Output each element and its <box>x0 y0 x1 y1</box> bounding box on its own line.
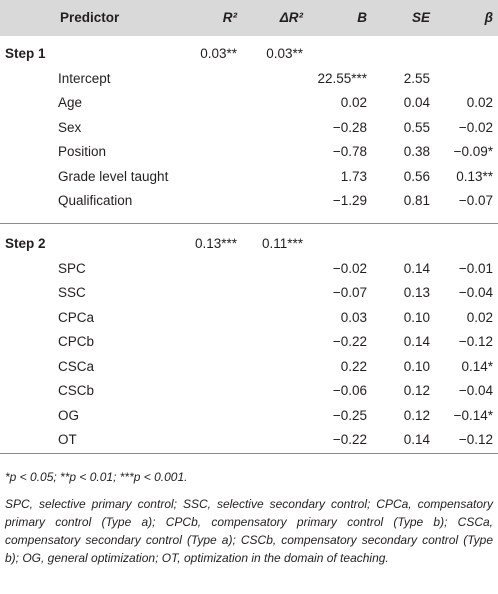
cell-b: −1.29 <box>332 193 367 208</box>
header-se: SE <box>411 10 430 25</box>
predictor-name: CPCa <box>58 309 95 325</box>
predictor-name: CSCb <box>58 383 95 398</box>
cell-b: −0.25 <box>332 407 367 423</box>
predictor-name: Position <box>58 144 107 159</box>
cell-beta: 0.14* <box>461 358 493 374</box>
cell-se: 0.13 <box>403 285 430 300</box>
cell-b: −0.02 <box>332 260 367 276</box>
cell-se: 0.12 <box>403 407 430 423</box>
cell-se: 0.10 <box>403 358 430 374</box>
cell-se: 0.12 <box>403 383 430 398</box>
table-bottom-rule <box>0 453 498 454</box>
cell-se: 0.10 <box>403 309 430 325</box>
predictor-name: SPC <box>58 260 86 276</box>
cell-se: 0.14 <box>403 260 430 276</box>
cell-beta: 0.02 <box>466 309 493 325</box>
cell-beta: −0.14* <box>453 407 493 423</box>
cell-se: 0.56 <box>403 168 430 184</box>
predictor-name: CSCa <box>58 358 95 374</box>
cell-b: 22.55*** <box>317 70 367 86</box>
step-r2: 0.03** <box>200 46 237 61</box>
predictor-name: OG <box>58 407 80 423</box>
step-delta-r2: 0.11*** <box>261 236 303 251</box>
cell-b: 0.03 <box>340 309 367 325</box>
header-b: B <box>357 10 367 25</box>
cell-beta: −0.04 <box>458 285 493 300</box>
cell-b: −0.22 <box>332 334 367 349</box>
cell-se: 0.04 <box>403 95 430 110</box>
cell-se: 0.55 <box>403 119 430 135</box>
predictor-name: OT <box>58 432 77 447</box>
cell-se: 0.14 <box>403 432 430 447</box>
step-delta-r2: 0.03** <box>266 46 303 61</box>
abbreviations-note: SPC, selective primary control; SSC, sel… <box>5 497 493 565</box>
cell-beta: 0.02 <box>466 95 493 110</box>
cell-se: 0.38 <box>403 144 430 159</box>
predictor-name: Intercept <box>58 70 111 86</box>
cell-b: 1.73 <box>340 168 367 184</box>
header-beta: β <box>484 10 493 25</box>
cell-se: 0.81 <box>403 193 430 208</box>
cell-b: 0.02 <box>340 95 367 110</box>
cell-beta: −0.09* <box>453 144 493 159</box>
cell-b: −0.07 <box>332 285 367 300</box>
predictor-name: SSC <box>58 285 86 300</box>
table-footnotes: *p < 0.05; **p < 0.01; ***p < 0.001. SPC… <box>5 468 493 567</box>
header-r2: R² <box>222 10 237 25</box>
cell-b: −0.78 <box>332 144 367 159</box>
cell-beta: −0.12 <box>458 334 493 349</box>
step-label: Step 2 <box>5 236 46 251</box>
header-predictor: Predictor <box>60 10 120 25</box>
cell-beta: −0.02 <box>458 119 493 135</box>
cell-beta: 0.13** <box>456 168 493 184</box>
cell-beta: −0.04 <box>458 383 493 398</box>
section-divider <box>0 223 498 224</box>
predictor-name: CPCb <box>58 334 95 349</box>
cell-se: 2.55 <box>403 70 430 86</box>
predictor-name: Grade level taught <box>58 168 169 184</box>
cell-b: −0.22 <box>332 432 367 447</box>
predictor-name: Sex <box>58 119 82 135</box>
step-label: Step 1 <box>5 46 46 61</box>
cell-beta: −0.07 <box>458 193 493 208</box>
cell-b: −0.06 <box>332 383 367 398</box>
cell-b: −0.28 <box>332 119 367 135</box>
step-r2: 0.13*** <box>194 236 237 251</box>
table-header-band <box>0 0 498 36</box>
cell-b: 0.22 <box>340 358 367 374</box>
predictor-name: Age <box>58 95 83 110</box>
predictor-name: Qualification <box>58 193 133 208</box>
cell-se: 0.14 <box>403 334 430 349</box>
header-delta-r2: ΔR² <box>279 10 303 25</box>
cell-beta: −0.01 <box>458 260 493 276</box>
cell-beta: −0.12 <box>458 432 493 447</box>
significance-note: *p < 0.05; **p < 0.01; ***p < 0.001. <box>5 470 188 484</box>
